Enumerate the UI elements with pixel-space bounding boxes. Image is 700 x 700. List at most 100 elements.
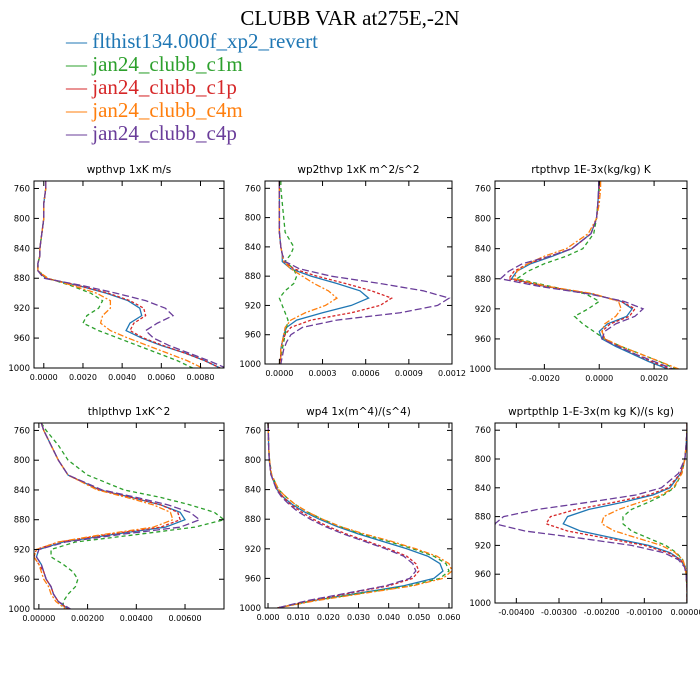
series-line <box>34 423 174 609</box>
x-tick-label: 0.0012 <box>438 369 466 378</box>
y-tick-label: 760 <box>245 426 261 436</box>
panel: rtpthvp 1E-3x(kg/kg) K 760 800 840 880 920 960… <box>469 164 688 383</box>
legend-entry: — jan24_clubb_c4m <box>66 99 318 122</box>
series-line <box>267 423 420 608</box>
y-tick-label: 1000 <box>8 605 30 615</box>
series-line <box>545 423 687 603</box>
y-tick-label: 920 <box>245 545 261 555</box>
x-tick-label: 0.00200 <box>71 614 104 623</box>
legend-entry: — jan24_clubb_c4p <box>66 122 318 145</box>
x-tick-label: 0.030 <box>347 613 370 622</box>
y-tick-label: 880 <box>475 275 491 285</box>
series-line <box>37 181 193 368</box>
panel-title: wp4 1x(m^4)/(s^4) <box>306 406 411 418</box>
series-line <box>267 423 417 608</box>
y-tick-label: 760 <box>245 184 261 194</box>
plot-frame <box>494 422 688 604</box>
panel: wp2thvp 1xK m^2/s^2 760 800 840 880 920 960 100… <box>239 164 466 378</box>
series-line <box>37 181 203 368</box>
legend-dash: — <box>66 98 93 122</box>
y-tick-label: 960 <box>14 575 30 585</box>
series-line <box>37 181 224 368</box>
series-line <box>267 423 444 608</box>
panel: wprtpthlp 1-E-3x(m kg K)/(s kg) 760 800 840… <box>469 406 700 617</box>
x-tick-label: 0.00000 <box>22 614 55 623</box>
y-tick-label: 840 <box>475 245 491 255</box>
y-tick-label: 760 <box>14 184 30 194</box>
x-tick-label: -0.00300 <box>541 608 577 617</box>
y-tick-label: 960 <box>245 574 261 584</box>
y-tick-label: 960 <box>475 570 491 580</box>
y-tick-label: 880 <box>14 274 30 284</box>
y-tick-label: 960 <box>14 334 30 344</box>
series-line <box>622 423 687 603</box>
panel-title: wprtpthlp 1-E-3x(m kg K)/(s kg) <box>508 406 674 418</box>
plot-frame <box>33 422 225 610</box>
series-line <box>278 181 451 364</box>
y-tick-label: 800 <box>245 214 261 224</box>
panel: wp4 1x(m^4)/(s^4)76080084088092096010000… <box>239 406 460 622</box>
y-tick-label: 760 <box>475 426 491 436</box>
plot-frame <box>33 180 225 369</box>
x-tick-label: 0.0040 <box>108 373 136 382</box>
series-line <box>278 181 339 364</box>
series-line <box>35 423 201 609</box>
figure-title: CLUBB VAR at275E,-2N <box>240 6 460 30</box>
legend-dash: — <box>66 121 93 145</box>
series-line <box>499 181 674 369</box>
x-tick-label: 0.010 <box>287 613 310 622</box>
y-tick-label: 1000 <box>8 364 30 374</box>
x-tick-label: 0.0020 <box>69 373 97 382</box>
legend-dash: — <box>66 29 93 53</box>
series-line <box>267 423 450 608</box>
legend-label: jan24_clubb_c1m <box>92 52 243 76</box>
series-line <box>600 423 687 603</box>
y-tick-label: 880 <box>245 272 261 282</box>
series-line <box>37 181 221 368</box>
y-tick-label: 960 <box>475 335 491 345</box>
x-tick-label: 0.0000 <box>585 374 613 383</box>
plot-frame <box>264 180 453 365</box>
series-line <box>40 423 224 609</box>
series-line <box>37 181 221 368</box>
y-tick-label: 840 <box>14 244 30 254</box>
y-tick-label: 880 <box>475 513 491 523</box>
y-tick-label: 920 <box>475 305 491 315</box>
x-tick-label: -0.00100 <box>626 608 662 617</box>
y-tick-label: 840 <box>245 486 261 496</box>
x-tick-label: 0.000 <box>257 613 280 622</box>
panel-title: wp2thvp 1xK m^2/s^2 <box>297 164 419 176</box>
y-tick-label: 1000 <box>469 599 491 609</box>
x-tick-label: 0.00400 <box>120 614 153 623</box>
legend-entry: — flthist134.000f_xp2_revert <box>66 30 318 53</box>
x-tick-label: 0.050 <box>407 613 430 622</box>
series-line <box>507 181 671 369</box>
x-tick-label: -0.00200 <box>584 608 620 617</box>
series-line <box>34 423 181 609</box>
legend-dash: — <box>66 52 93 76</box>
legend-label: flthist134.000f_xp2_revert <box>92 29 318 53</box>
y-tick-label: 840 <box>14 486 30 496</box>
x-tick-label: 0.0003 <box>309 369 337 378</box>
x-tick-label: 0.020 <box>317 613 340 622</box>
series-line <box>515 181 677 369</box>
plot-frame <box>494 180 688 370</box>
legend-label: jan24_clubb_c4p <box>92 121 237 145</box>
x-tick-label: 0.0020 <box>640 374 668 383</box>
y-tick-label: 920 <box>475 541 491 551</box>
y-tick-label: 840 <box>245 243 261 253</box>
y-tick-label: 1000 <box>239 360 261 370</box>
x-tick-label: 0.00000 <box>670 608 700 617</box>
legend-label: jan24_clubb_c4m <box>92 98 243 122</box>
y-tick-label: 800 <box>475 455 491 465</box>
series-line <box>495 423 687 603</box>
x-tick-label: 0.0060 <box>147 373 175 382</box>
y-tick-label: 1000 <box>239 604 261 614</box>
x-tick-label: 0.040 <box>377 613 400 622</box>
y-tick-label: 920 <box>14 545 30 555</box>
panel: thlpthvp 1xK^276080084088092096010000.00… <box>8 406 225 623</box>
x-tick-label: 0.0000 <box>265 369 293 378</box>
series-line <box>513 181 680 369</box>
series-line <box>562 423 687 603</box>
series-line <box>278 181 298 364</box>
